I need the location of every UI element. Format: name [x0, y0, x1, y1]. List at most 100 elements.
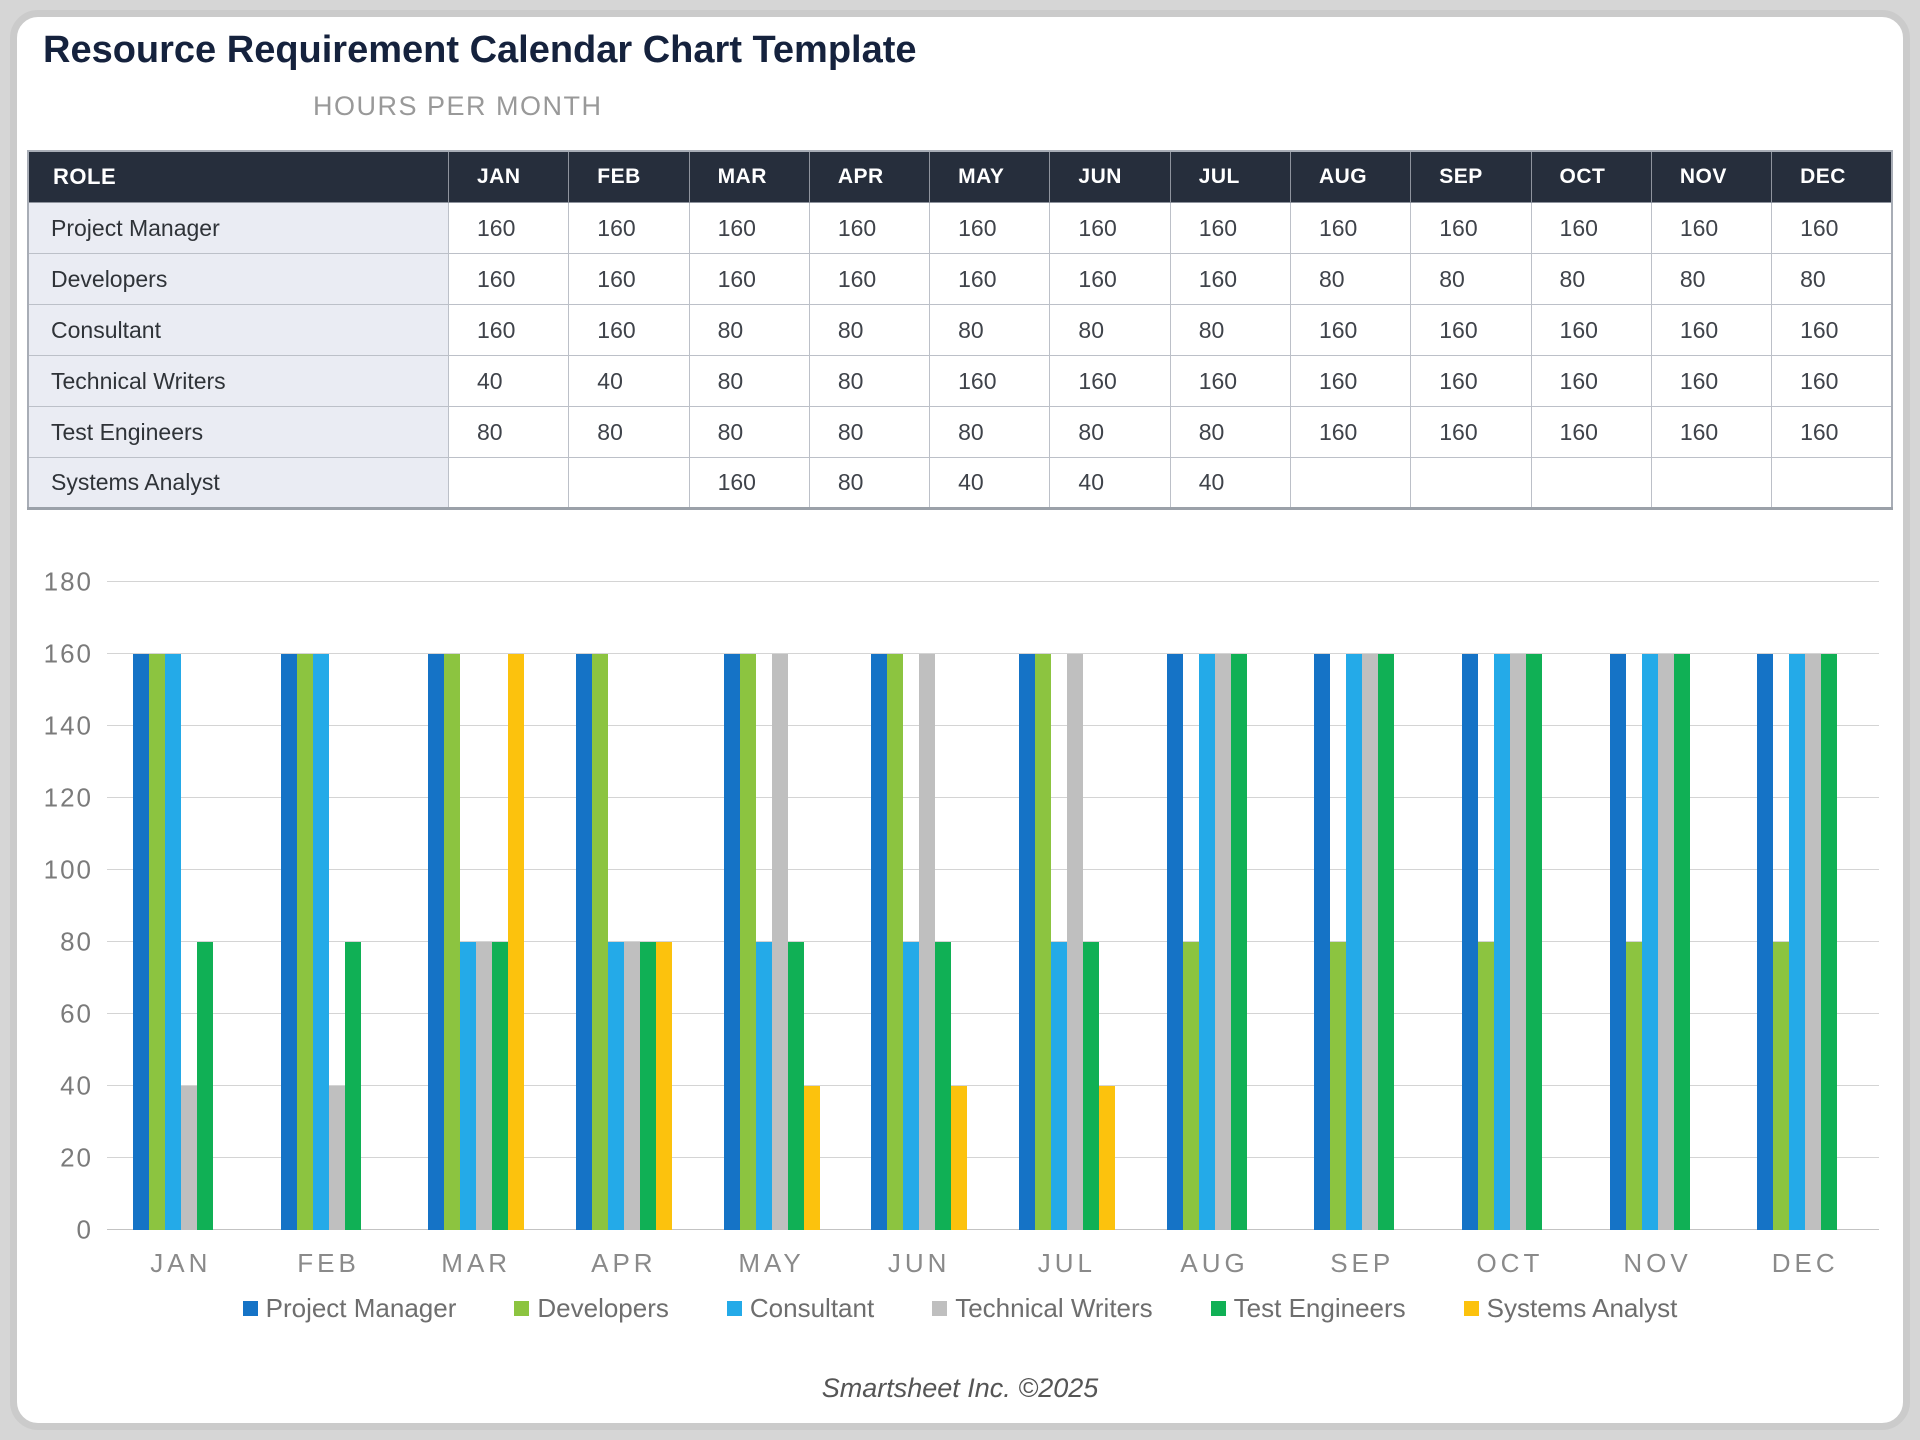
- bar-test-engineers: [935, 942, 952, 1230]
- value-cell: 160: [808, 202, 931, 254]
- y-axis-label: 160: [43, 638, 93, 669]
- legend-item: Developers: [514, 1293, 669, 1324]
- value-cell: 40: [929, 457, 1051, 509]
- value-cell: 160: [929, 355, 1051, 407]
- legend-swatch: [1463, 1301, 1479, 1316]
- month-bar-group: [402, 582, 550, 1230]
- y-axis-label: 0: [76, 1214, 93, 1245]
- bar-test-engineers: [1525, 654, 1542, 1230]
- value-cell: 160: [1771, 355, 1893, 407]
- value-cell: 160: [1650, 304, 1773, 356]
- x-axis-label: DEC: [1771, 1248, 1839, 1278]
- value-cell: 160: [1530, 202, 1652, 254]
- y-axis-label: 60: [60, 998, 93, 1029]
- month-header: FEB: [568, 150, 690, 203]
- bar-test-engineers: [492, 942, 509, 1230]
- bar-technical-writers: [1805, 654, 1822, 1230]
- value-cell: 40: [1169, 457, 1291, 509]
- y-axis-label: 100: [43, 854, 93, 885]
- bar-developers: [1625, 942, 1642, 1230]
- bar-developers: [739, 654, 756, 1230]
- value-cell: 80: [688, 355, 810, 407]
- bar-developers: [148, 654, 165, 1230]
- footer-text: Smartsheet Inc. ©2025: [821, 1373, 1099, 1403]
- value-cell: 160: [1410, 202, 1532, 254]
- value-cell: 160: [568, 304, 690, 356]
- month-header: NOV: [1650, 150, 1773, 203]
- x-axis: JAN FEB MAR APR MAY JUN JUL AUG SEP OCT NOV DEC: [107, 1248, 1879, 1279]
- value-cell: 40: [1049, 457, 1171, 509]
- month-header: OCT: [1530, 150, 1652, 203]
- month-header: JUN: [1049, 150, 1171, 203]
- month-header: JAN: [447, 150, 570, 203]
- month-header: APR: [808, 150, 931, 203]
- bar-technical-writers: [771, 654, 788, 1230]
- bar-consultant: [1493, 654, 1510, 1230]
- month-header: SEP: [1410, 150, 1532, 203]
- value-cell: 160: [1530, 406, 1652, 458]
- bar-test-engineers: [787, 942, 804, 1230]
- bar-project-manager: [1461, 654, 1478, 1230]
- y-axis: 0 20 40 60 80 100 120 140 160 180: [29, 567, 93, 1245]
- value-cell: [1530, 457, 1652, 509]
- value-cell: 160: [1049, 202, 1171, 254]
- legend-swatch: [726, 1301, 742, 1316]
- value-cell: 80: [1771, 253, 1893, 305]
- bar-groups: [107, 582, 1879, 1230]
- value-cell: 160: [1771, 406, 1893, 458]
- value-cell: [447, 457, 570, 509]
- month-bar-group: [1731, 582, 1879, 1230]
- bar-technical-writers: [180, 1086, 197, 1230]
- bar-project-manager: [1018, 654, 1035, 1230]
- bar-consultant: [460, 942, 477, 1230]
- gridline: [107, 1085, 1879, 1087]
- legend-swatch: [932, 1301, 948, 1316]
- value-cell: [1410, 457, 1532, 509]
- value-cell: 160: [1771, 304, 1893, 356]
- bar-systems-analyst: [1098, 1086, 1115, 1230]
- x-axis-label: JUN: [887, 1248, 951, 1278]
- gridline: [107, 1013, 1879, 1014]
- bar-technical-writers: [328, 1086, 345, 1230]
- gridline: [107, 941, 1879, 943]
- bar-technical-writers: [1214, 654, 1231, 1230]
- x-axis-label: MAY: [738, 1248, 805, 1278]
- gridline: [107, 1229, 1879, 1230]
- hours-table: ROLE JAN FEB MAR APR MAY JUN JUL AUG SEP OCT NOV DEC…: [27, 150, 1893, 510]
- value-cell: 160: [1410, 355, 1532, 407]
- legend-label: Systems Analyst: [1486, 1293, 1678, 1323]
- x-axis-label: NOV: [1623, 1248, 1692, 1278]
- role-cell: Consultant: [27, 304, 449, 356]
- bar-test-engineers: [1673, 654, 1690, 1230]
- value-cell: 80: [447, 406, 570, 458]
- value-cell: 80: [808, 355, 931, 407]
- value-cell: [568, 457, 690, 509]
- bar-developers: [1773, 942, 1790, 1230]
- bar-developers: [887, 654, 904, 1230]
- value-cell: 160: [1049, 253, 1171, 305]
- x-axis-label: APR: [591, 1248, 657, 1278]
- bar-consultant: [1050, 942, 1067, 1230]
- legend-label: Test Engineers: [1233, 1293, 1406, 1323]
- bar-technical-writers: [1657, 654, 1674, 1230]
- bar-test-engineers: [639, 942, 656, 1230]
- bar-consultant: [1789, 654, 1806, 1230]
- value-cell: 160: [929, 253, 1051, 305]
- x-axis-label: AUG: [1180, 1248, 1249, 1278]
- month-bar-group: [255, 582, 403, 1230]
- y-axis-label: 20: [60, 1142, 93, 1173]
- legend-item: Test Engineers: [1210, 1293, 1406, 1324]
- bar-consultant: [312, 654, 329, 1230]
- bar-technical-writers: [623, 942, 640, 1230]
- legend-label: Developers: [537, 1293, 669, 1323]
- value-cell: 160: [1771, 202, 1893, 254]
- table-row: Project Manager 160 160 160 160 160 160 160 160 1…: [27, 202, 1893, 254]
- value-cell: 160: [447, 304, 570, 356]
- legend-item: Systems Analyst: [1463, 1293, 1678, 1324]
- legend-item: Technical Writers: [932, 1293, 1153, 1324]
- value-cell: 160: [1169, 253, 1291, 305]
- value-cell: 160: [929, 202, 1051, 254]
- value-cell: 80: [1410, 253, 1532, 305]
- value-cell: 160: [1289, 304, 1412, 356]
